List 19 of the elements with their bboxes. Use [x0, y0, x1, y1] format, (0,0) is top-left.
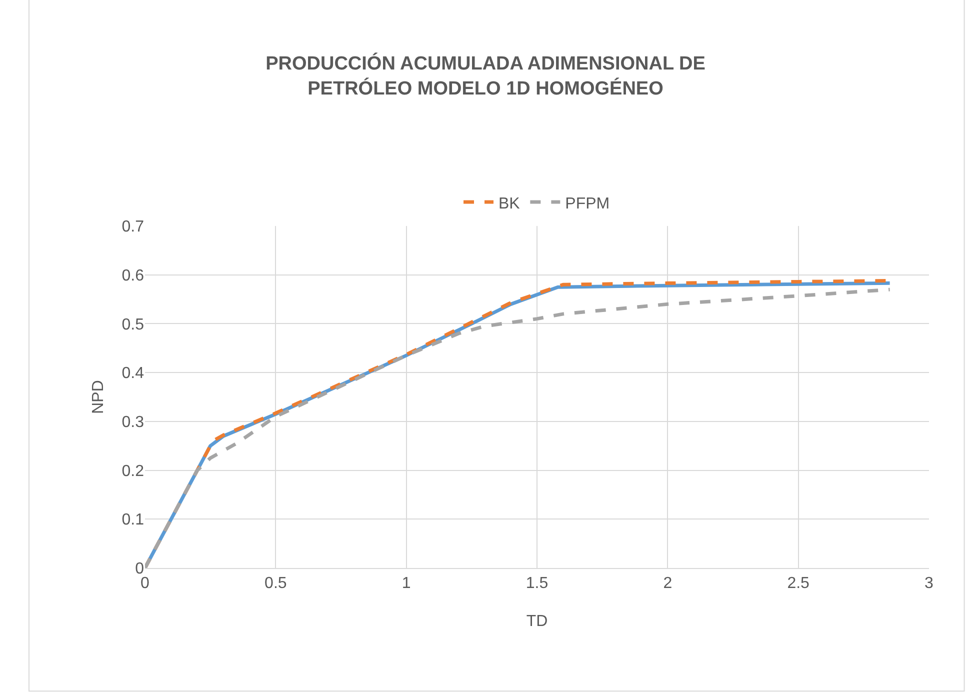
y-tick-label: 0.6	[122, 267, 144, 284]
y-tick-label: 0.1	[122, 512, 144, 529]
x-tick-label: 2.5	[787, 575, 810, 592]
y-tick-label: 0.4	[122, 365, 144, 382]
y-tick-label: 0.5	[122, 316, 144, 334]
y-tick-label: 0.3	[122, 414, 144, 432]
x-tick-label: 1.5	[526, 575, 548, 592]
x-tick-label: 0.5	[264, 575, 287, 592]
x-tick-label: 1	[402, 575, 411, 592]
y-axis-title: NPD	[90, 380, 107, 414]
legend-label: BK	[498, 195, 520, 212]
x-tick-label: 2	[663, 575, 672, 592]
y-tick-label: 0	[135, 560, 144, 578]
chart-title: PRODUCCIÓN ACUMULADA ADIMENSIONAL DE PETRÓLEO MODELO 1D HOMOGÉNEO	[266, 52, 706, 100]
y-tick-label: 0.2	[122, 462, 144, 480]
y-tick-label: 0.7	[122, 218, 144, 236]
x-tick-label: 3	[924, 575, 934, 592]
legend-label: PFPM	[565, 195, 610, 212]
x-axis-title: TD	[526, 613, 548, 630]
